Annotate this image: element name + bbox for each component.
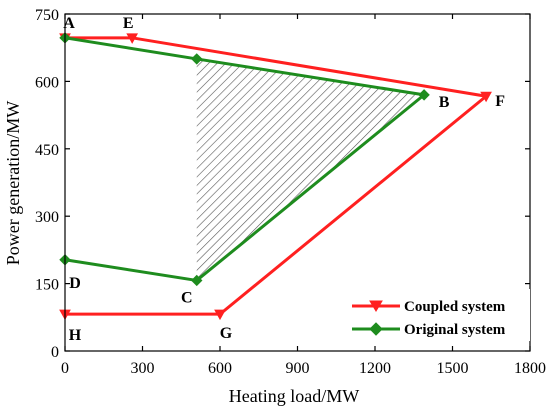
point-label-H: H — [69, 327, 82, 344]
x-axis-title: Heating load/MW — [229, 386, 359, 406]
series-0-marker-2 — [480, 91, 492, 103]
y-tick-label: 600 — [35, 74, 59, 91]
y-tick-label: 0 — [51, 344, 59, 361]
legend-label-original: Original system — [404, 322, 506, 338]
point-label-C: C — [181, 289, 193, 306]
point-label-D: D — [69, 275, 81, 292]
x-tick-label: 300 — [131, 360, 155, 377]
point-labels-layer: A E F B C D G H — [63, 15, 505, 344]
y-tick-label: 150 — [35, 277, 59, 294]
legend-marker-coupled — [369, 300, 383, 312]
legend: Coupled system Original system — [346, 289, 530, 341]
legend-label-coupled: Coupled system — [404, 299, 506, 315]
x-tick-label: 0 — [61, 360, 69, 377]
y-tick-label: 450 — [35, 142, 59, 159]
series-0-marker-3 — [214, 309, 226, 321]
series-1-marker-3 — [191, 274, 203, 287]
x-tick-label: 1200 — [359, 360, 391, 377]
point-label-F: F — [495, 93, 505, 110]
x-tick-label: 900 — [286, 360, 310, 377]
axes-layer: 0 300 600 900 1200 1500 1800 0 150 300 450 600 750 — [35, 7, 546, 377]
series-0-marker-1 — [126, 33, 139, 44]
y-axis-title: Power generation/MW — [3, 101, 23, 265]
shaded-region-layer — [196, 58, 425, 281]
point-label-G: G — [220, 325, 233, 342]
series-layer — [59, 32, 492, 321]
shaded-region — [196, 58, 425, 281]
point-label-A: A — [63, 15, 75, 32]
legend-marker-original — [369, 322, 383, 336]
point-label-E: E — [123, 15, 134, 32]
x-tick-label: 600 — [208, 360, 232, 377]
y-tick-label: 750 — [35, 7, 59, 24]
series-1-marker-2 — [418, 89, 430, 101]
series-1-marker-1 — [191, 53, 203, 65]
x-tick-label: 1800 — [514, 360, 546, 377]
point-label-B: B — [439, 94, 450, 111]
y-tick-label: 300 — [35, 209, 59, 226]
x-tick-label: 1500 — [437, 360, 469, 377]
